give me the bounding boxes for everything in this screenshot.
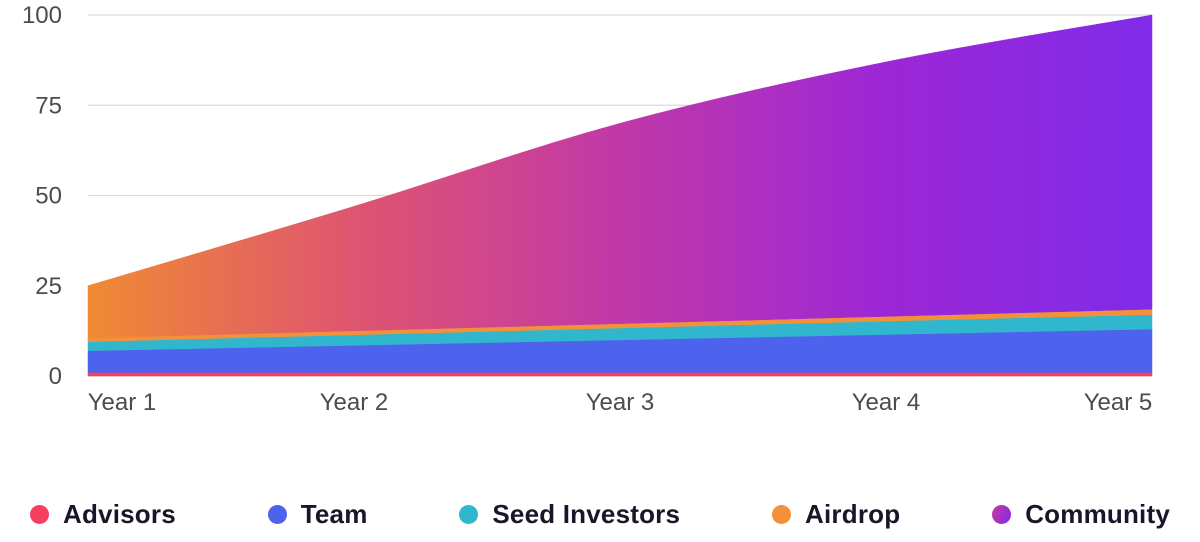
x-axis-tick-label: Year 5 bbox=[1084, 389, 1153, 416]
area-advisors bbox=[87, 372, 1153, 377]
legend-label-team: Team bbox=[300, 499, 368, 529]
x-axis-tick-label: Year 4 bbox=[852, 389, 921, 416]
legend-item-advisors[interactable]: Advisors bbox=[30, 499, 176, 530]
x-axis-tick-label: Year 3 bbox=[586, 389, 655, 416]
legend-dot-team bbox=[267, 505, 287, 524]
legend-dot-community bbox=[992, 505, 1012, 524]
legend-label-advisors: Advisors bbox=[63, 499, 176, 529]
legend-item-seed-investors[interactable]: Seed Investors bbox=[459, 499, 680, 530]
y-axis-tick-label: 0 bbox=[49, 363, 62, 390]
x-axis-tick-label: Year 2 bbox=[320, 389, 389, 416]
legend-dot-airdrop bbox=[772, 505, 792, 524]
legend-dot-advisors bbox=[30, 505, 49, 524]
legend-label-seed-investors: Seed Investors bbox=[492, 499, 681, 529]
area-community bbox=[87, 14, 1153, 339]
legend-label-airdrop: Airdrop bbox=[805, 499, 901, 529]
legend-label-community: Community bbox=[1025, 499, 1170, 529]
y-axis-tick-label: 50 bbox=[35, 183, 62, 210]
y-axis-tick-label: 100 bbox=[22, 2, 62, 29]
legend-dot-seed-investors bbox=[459, 505, 479, 524]
y-axis-tick-label: 25 bbox=[35, 273, 62, 300]
legend-item-community[interactable]: Community bbox=[992, 499, 1170, 530]
legend-item-airdrop[interactable]: Airdrop bbox=[772, 499, 900, 530]
legend-item-team[interactable]: Team bbox=[267, 499, 368, 530]
chart-legend: Advisors Team Seed Investors Airdrop Com… bbox=[0, 450, 1200, 542]
stacked-area-chart: 0 25 50 75 100 Year 1 Year 2 Year 3 Year 4 Year 5 bbox=[22, 2, 1153, 416]
y-axis-tick-label: 75 bbox=[35, 92, 62, 119]
x-axis-tick-label: Year 1 bbox=[88, 389, 157, 416]
